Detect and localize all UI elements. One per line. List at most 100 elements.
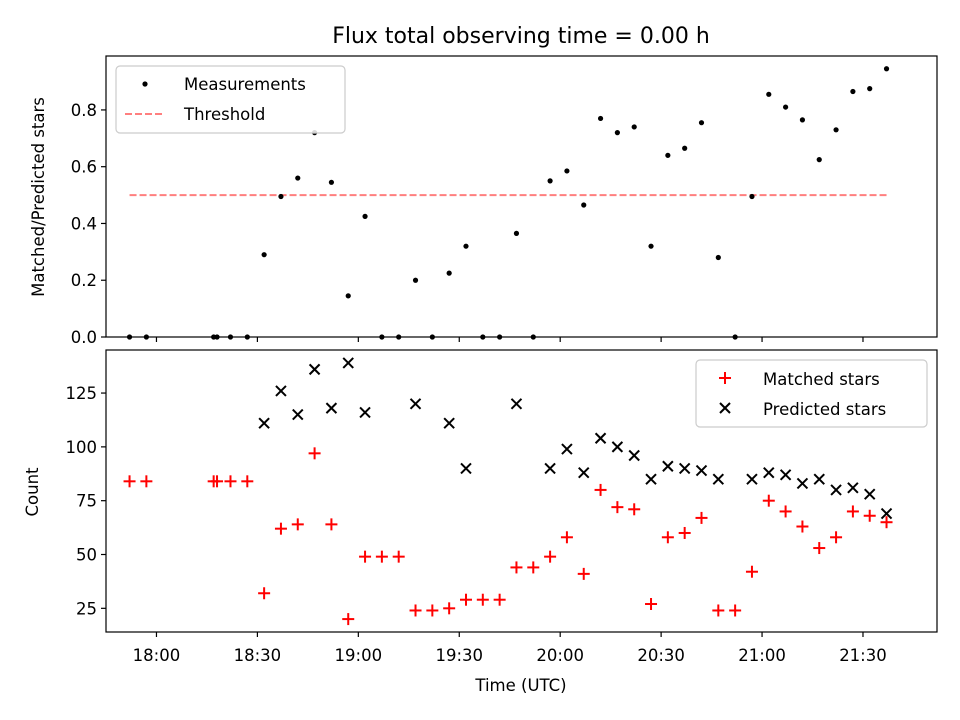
legend-box (695, 359, 928, 428)
matched-star-point (291, 518, 304, 531)
legend-marker-predicted (719, 402, 731, 414)
matched-star-point (443, 602, 456, 615)
predicted-star-point (712, 473, 725, 485)
plot-area-ratio (126, 66, 890, 340)
measurement-point (564, 168, 570, 174)
matched-star-point (830, 531, 843, 544)
measurement-point (749, 193, 755, 200)
matched-star-point (729, 604, 742, 617)
x-tick-label: 18:30 (234, 646, 282, 665)
legend-count: Matched stars Predicted stars (695, 359, 928, 428)
measurement-point (648, 243, 654, 249)
matched-star-point (241, 475, 254, 488)
matched-star-point (628, 503, 641, 516)
matched-star-point (863, 509, 876, 522)
measurement-point (597, 115, 604, 122)
y-axis-label-ratio: Matched/Predicted stars (29, 97, 48, 297)
predicted-star-point (746, 473, 758, 485)
measurement-point (345, 293, 351, 299)
predicted-star-point (460, 462, 472, 475)
measurement-point (665, 152, 671, 158)
predicted-star-point (578, 466, 590, 479)
predicted-star-point (275, 385, 287, 397)
matched-star-point (712, 604, 725, 617)
x-tick-label: 19:00 (335, 646, 383, 665)
predicted-star-point (510, 398, 523, 410)
measurement-point (446, 270, 452, 276)
measurement-point (816, 157, 822, 163)
measurement-point (766, 91, 772, 97)
measurement-point (328, 179, 335, 185)
predicted-star-point (695, 464, 708, 477)
measurement-point (614, 130, 620, 136)
plot-area-count (123, 357, 893, 626)
count-panel: Count Time (UTC) 25 50 75 100 125 18:00 18:30… (23, 349, 938, 695)
x-tick-label: 18:00 (133, 646, 181, 665)
predicted-star-point (628, 449, 640, 462)
matched-star-point (577, 567, 590, 580)
matched-star-point (645, 598, 658, 611)
predicted-star-point (594, 432, 607, 444)
matched-star-point (846, 505, 859, 518)
matched-star-point (678, 526, 691, 539)
matched-star-point (762, 494, 775, 507)
measurement-point (463, 243, 469, 249)
legend-box (115, 65, 346, 134)
matched-star-point (325, 518, 338, 531)
matched-star-point (459, 593, 472, 606)
measurement-point (412, 277, 419, 283)
matched-star-point (560, 531, 573, 544)
measurement-point (581, 202, 587, 208)
legend-ratio: Measurements Threshold (115, 65, 346, 134)
measurement-point (682, 145, 688, 151)
axes-frame-ratio (105, 55, 938, 338)
predicted-star-point (325, 402, 338, 414)
matched-star-point (224, 475, 237, 488)
matched-star-point (258, 587, 271, 600)
predicted-star-point (292, 408, 304, 421)
matched-star-point (695, 511, 708, 524)
measurement-point (867, 86, 873, 92)
y-tick-label: 0.8 (71, 101, 97, 120)
matched-star-point (594, 483, 607, 496)
matched-star-point (544, 550, 557, 563)
y-tick-label: 75 (76, 492, 97, 511)
x-tick-label: 21:00 (738, 646, 786, 665)
matched-star-point (392, 550, 405, 563)
y-ticks-count: 25 50 75 100 125 (66, 384, 106, 618)
matched-star-point (140, 475, 153, 488)
y-axis-label-count: Count (23, 467, 42, 517)
predicted-star-point (645, 473, 657, 485)
y-ticks-ratio: 0.0 0.2 0.4 0.6 0.8 (71, 101, 106, 347)
legend-label-threshold: Threshold (183, 105, 265, 124)
matched-star-point (211, 475, 224, 488)
predicted-star-point (813, 473, 825, 485)
predicted-star-point (308, 363, 321, 376)
predicted-star-point (544, 462, 556, 475)
matched-star-point (375, 550, 388, 563)
x-tick-label: 20:00 (536, 646, 584, 665)
predicted-star-point (258, 417, 270, 429)
y-tick-label: 50 (76, 546, 97, 565)
measurement-point (513, 230, 520, 236)
measurement-point (362, 213, 368, 219)
x-ticks-ratio (155, 337, 864, 342)
legend-label-predicted: Predicted stars (763, 400, 886, 419)
predicted-star-point (561, 443, 573, 455)
measurement-point (261, 252, 267, 258)
matched-star-point (493, 593, 506, 606)
measurement-point (278, 193, 284, 200)
matched-star-point (342, 613, 355, 626)
matched-star-point (409, 604, 422, 617)
axes-frame-count (105, 349, 938, 633)
y-tick-label: 0.0 (71, 328, 97, 347)
y-tick-label: 0.6 (71, 158, 97, 177)
measurement-point (783, 104, 789, 110)
predicted-star-point (611, 441, 624, 453)
predicted-star-point (342, 357, 354, 369)
chart-title: Flux total observing time = 0.00 h (332, 24, 710, 49)
matched-star-point (359, 550, 372, 563)
matched-star-point (527, 561, 540, 574)
y-tick-label: 0.2 (71, 271, 97, 290)
